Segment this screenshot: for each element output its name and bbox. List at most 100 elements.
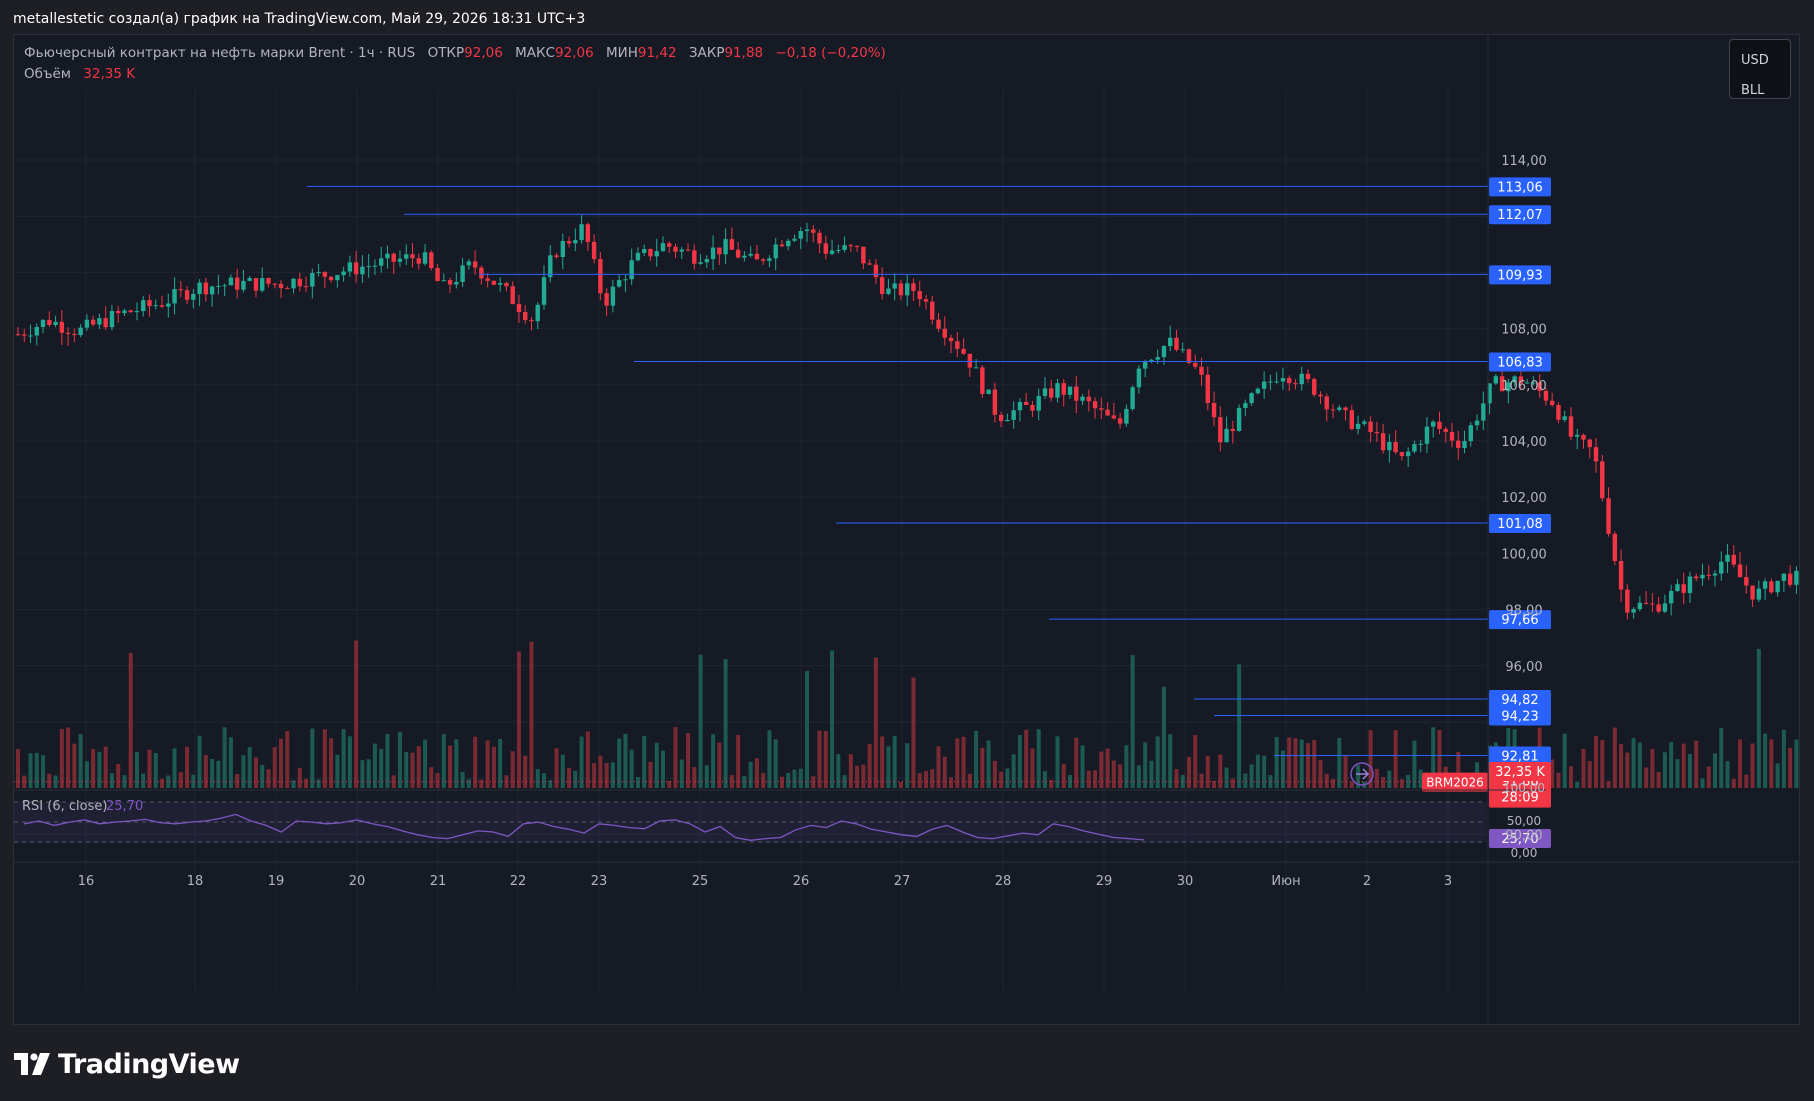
volume-bar [1243, 773, 1248, 788]
candle-body [1199, 366, 1204, 375]
candle-body [497, 282, 503, 285]
time-tick: Июн [1271, 874, 1300, 889]
volume-bar [686, 733, 691, 788]
candle-body [115, 311, 121, 314]
candle-body [416, 258, 421, 264]
volume-tag-value: 32,35 K [1495, 765, 1545, 780]
volume-bar [610, 762, 615, 788]
volume-bar [1612, 727, 1617, 788]
volume-bar [1193, 735, 1198, 788]
candle-body [1268, 381, 1273, 383]
candle-body [1600, 461, 1605, 499]
candle-body [1180, 349, 1185, 351]
candle-body [22, 334, 27, 336]
high-label: МАКС [515, 45, 556, 61]
volume-bar [629, 749, 634, 788]
volume-bar [742, 776, 747, 788]
candle-body [1343, 407, 1348, 411]
volume-bar [84, 761, 89, 788]
price-tick: 96,00 [1505, 660, 1542, 675]
volume-bar [642, 735, 647, 788]
candle-body [1744, 577, 1749, 586]
candle-body [779, 244, 785, 247]
volume-bar [1756, 648, 1761, 788]
time-tick: 26 [793, 874, 810, 889]
volume-bar [1036, 729, 1041, 788]
price-level-tag [1489, 706, 1551, 726]
price-level-value: 112,07 [1497, 208, 1543, 223]
volume-bar [1625, 752, 1630, 788]
volume-bar [66, 727, 71, 788]
volume-bar [1437, 729, 1442, 788]
axes: 114,00 108,00 106,00 104,00 102,00 100,00 98,0… [14, 35, 1799, 1024]
candle-body [1324, 396, 1329, 410]
candle-body [297, 278, 302, 287]
volume-bar [554, 748, 559, 788]
volume-bar [598, 755, 603, 788]
volume-label[interactable]: Объём [24, 66, 71, 82]
rsi-value-tag-text: 25,70 [1501, 832, 1538, 847]
volume-bar [354, 640, 359, 788]
candle-body [1537, 382, 1542, 391]
candle-body [1512, 376, 1517, 383]
candle-body [1387, 441, 1392, 451]
candle-body [1042, 388, 1048, 396]
candle-body [1124, 408, 1129, 424]
scroll-to-realtime-button[interactable] [1350, 762, 1374, 786]
volume-bar [1274, 736, 1279, 788]
candle-body [1668, 591, 1674, 604]
volume-bar [116, 763, 121, 788]
candle-body [1769, 581, 1774, 593]
candle-body [141, 300, 146, 312]
volume-bar [1230, 778, 1235, 788]
candle-body [1412, 444, 1417, 452]
volume-bar [1669, 742, 1674, 788]
candle-body [1049, 388, 1054, 398]
candle-body [817, 232, 822, 244]
candle-body [147, 300, 152, 307]
price-tick: 106,00 [1501, 379, 1547, 394]
volume-bar [535, 769, 540, 788]
price-level-tag [1489, 689, 1551, 709]
price-level-value: 106,83 [1497, 355, 1543, 370]
volume-bar [892, 735, 897, 788]
volume-bar [141, 773, 146, 788]
volume-bar [880, 736, 885, 788]
candle-body [40, 319, 46, 328]
volume-bar [441, 734, 446, 788]
chart-caption: metallestetic создал(а) график на Tradin… [13, 11, 586, 27]
volume-bar [160, 778, 165, 788]
low-label: МИН [605, 45, 638, 61]
tradingview-logo[interactable]: TradingView [14, 1047, 240, 1081]
volume-bar [679, 759, 684, 788]
volume-bar [548, 780, 553, 788]
candle-body [366, 266, 371, 268]
candle-body [1155, 357, 1160, 360]
candle-body [1074, 386, 1079, 401]
volume-bar [949, 777, 954, 788]
rsi-title[interactable]: RSI (6, close) [22, 799, 107, 814]
candle-body [1374, 431, 1380, 434]
volume-bar [72, 743, 77, 788]
volume-bar [1143, 742, 1148, 788]
candle-body [1562, 416, 1567, 420]
currency-unit-button[interactable]: USD BLL [1729, 39, 1791, 99]
volume-bar [1237, 664, 1242, 788]
volume-bar [1644, 767, 1649, 788]
volume-bar [1769, 739, 1774, 788]
candle-body [579, 224, 584, 241]
candle-body [829, 250, 835, 254]
chart-canvas[interactable]: 113,06 112,07 109,93 106,83 101,08 97,66 94,82… [14, 35, 1800, 1025]
candle-body [53, 321, 58, 326]
candle-body [1293, 383, 1298, 385]
candle-body [1581, 434, 1586, 440]
volume-bar [980, 747, 985, 788]
volume-bar [523, 755, 528, 788]
candle-body [429, 252, 434, 269]
volume-bar [1637, 742, 1642, 788]
volume-bar [1681, 743, 1686, 788]
candle-body [472, 261, 478, 268]
symbol-title[interactable]: Фьючерсный контракт на нефть марки Brent… [24, 45, 416, 61]
volume-bar [1575, 781, 1580, 788]
candle-body [454, 281, 459, 285]
